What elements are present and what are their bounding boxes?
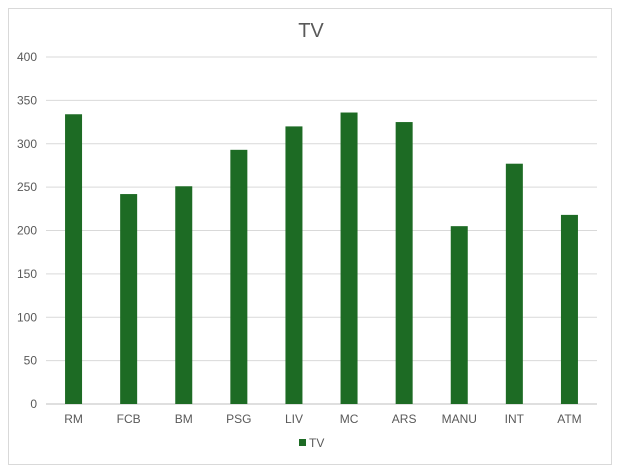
x-tick-label: PSG xyxy=(226,412,251,426)
y-axis-ticks: 0 50 100 150 200 250 300 350 400 xyxy=(17,50,37,411)
bars xyxy=(65,112,578,405)
bar-atm xyxy=(560,214,578,404)
y-tick-label: 400 xyxy=(17,50,37,64)
y-tick-label: 0 xyxy=(30,397,37,411)
bar-mc xyxy=(340,112,358,405)
x-tick-label: BM xyxy=(175,412,193,426)
chart-title: TV xyxy=(298,20,324,42)
y-tick-label: 150 xyxy=(17,267,37,281)
legend-label: TV xyxy=(309,436,324,450)
bar-liv xyxy=(285,126,303,405)
bar-fcb xyxy=(120,194,138,404)
bar-rm xyxy=(65,114,83,404)
x-tick-label: RM xyxy=(64,412,83,426)
y-tick-label: 300 xyxy=(17,137,37,151)
y-tick-label: 50 xyxy=(24,354,38,368)
x-tick-label: LIV xyxy=(285,412,303,426)
x-tick-label: ATM xyxy=(557,412,581,426)
bar-psg xyxy=(230,149,248,404)
legend-swatch xyxy=(299,439,306,446)
y-tick-label: 250 xyxy=(17,180,37,194)
bar-bm xyxy=(175,186,193,404)
y-tick-label: 350 xyxy=(17,93,37,107)
x-tick-label: FCB xyxy=(117,412,141,426)
legend: TV xyxy=(299,436,324,450)
bar-manu xyxy=(450,226,468,404)
x-tick-label: MC xyxy=(340,412,359,426)
x-axis-ticks: RM FCB BM PSG LIV MC ARS MANU INT ATM xyxy=(64,412,581,426)
x-tick-label: ARS xyxy=(392,412,417,426)
y-tick-label: 200 xyxy=(17,224,37,238)
bar-ars xyxy=(395,122,413,404)
x-tick-label: INT xyxy=(505,412,525,426)
bar-int xyxy=(505,163,523,404)
y-tick-label: 100 xyxy=(17,310,37,324)
gridlines xyxy=(46,56,597,405)
x-tick-label: MANU xyxy=(442,412,477,426)
